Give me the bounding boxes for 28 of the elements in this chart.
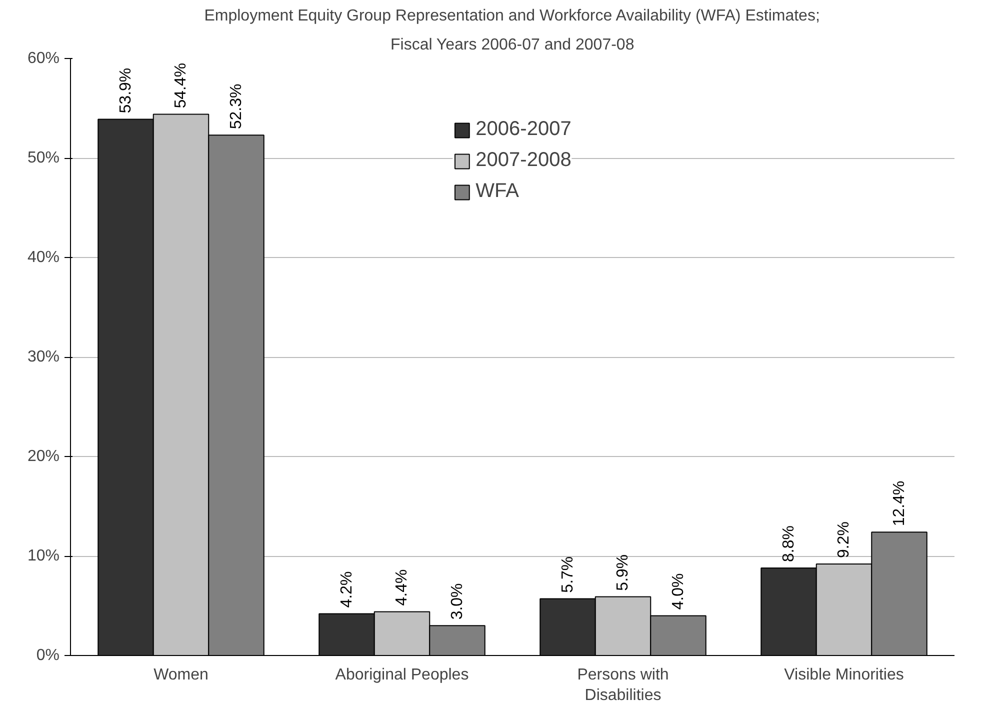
x-tick-label: Visible Minorities: [784, 666, 904, 684]
data-label: 3.0%: [448, 583, 466, 620]
data-label: 4.4%: [394, 569, 410, 606]
data-label: 4.0%: [670, 573, 687, 610]
chart-subtitle: Fiscal Years 2006-07 and 2007-08: [390, 36, 634, 54]
y-tick-label: 50%: [27, 150, 60, 166]
data-label: 8.8%: [780, 526, 798, 562]
data-label: 53.9%: [117, 68, 134, 114]
legend-label: 2006-2007: [476, 118, 572, 141]
y-tick-label: 20%: [27, 448, 60, 465]
data-label: 9.2%: [836, 522, 852, 558]
chart-title: Employment Equity Group Representation and Workforce Availability (WFA) Estimates;: [204, 8, 820, 24]
data-label: 5.7%: [559, 556, 576, 593]
data-label: 4.2%: [338, 571, 356, 608]
y-tick-label: 10%: [27, 548, 60, 564]
data-label: 52.3%: [228, 84, 245, 130]
y-tick-label: 60%: [27, 50, 60, 67]
x-tick-label: Aboriginal Peoples: [335, 666, 469, 684]
x-tick-label: Women: [154, 666, 208, 684]
y-tick-label: 0%: [36, 647, 60, 664]
data-label: 5.9%: [614, 554, 632, 591]
data-label: 54.4%: [172, 62, 190, 108]
y-tick-label: 30%: [27, 348, 60, 366]
legend-label: WFA: [476, 180, 520, 203]
x-tick-label: Persons with Disabilities: [577, 666, 669, 704]
y-tick-label: 40%: [27, 249, 60, 266]
legend-label: 2007-2008: [476, 149, 572, 172]
data-label: 12.4%: [890, 480, 908, 526]
